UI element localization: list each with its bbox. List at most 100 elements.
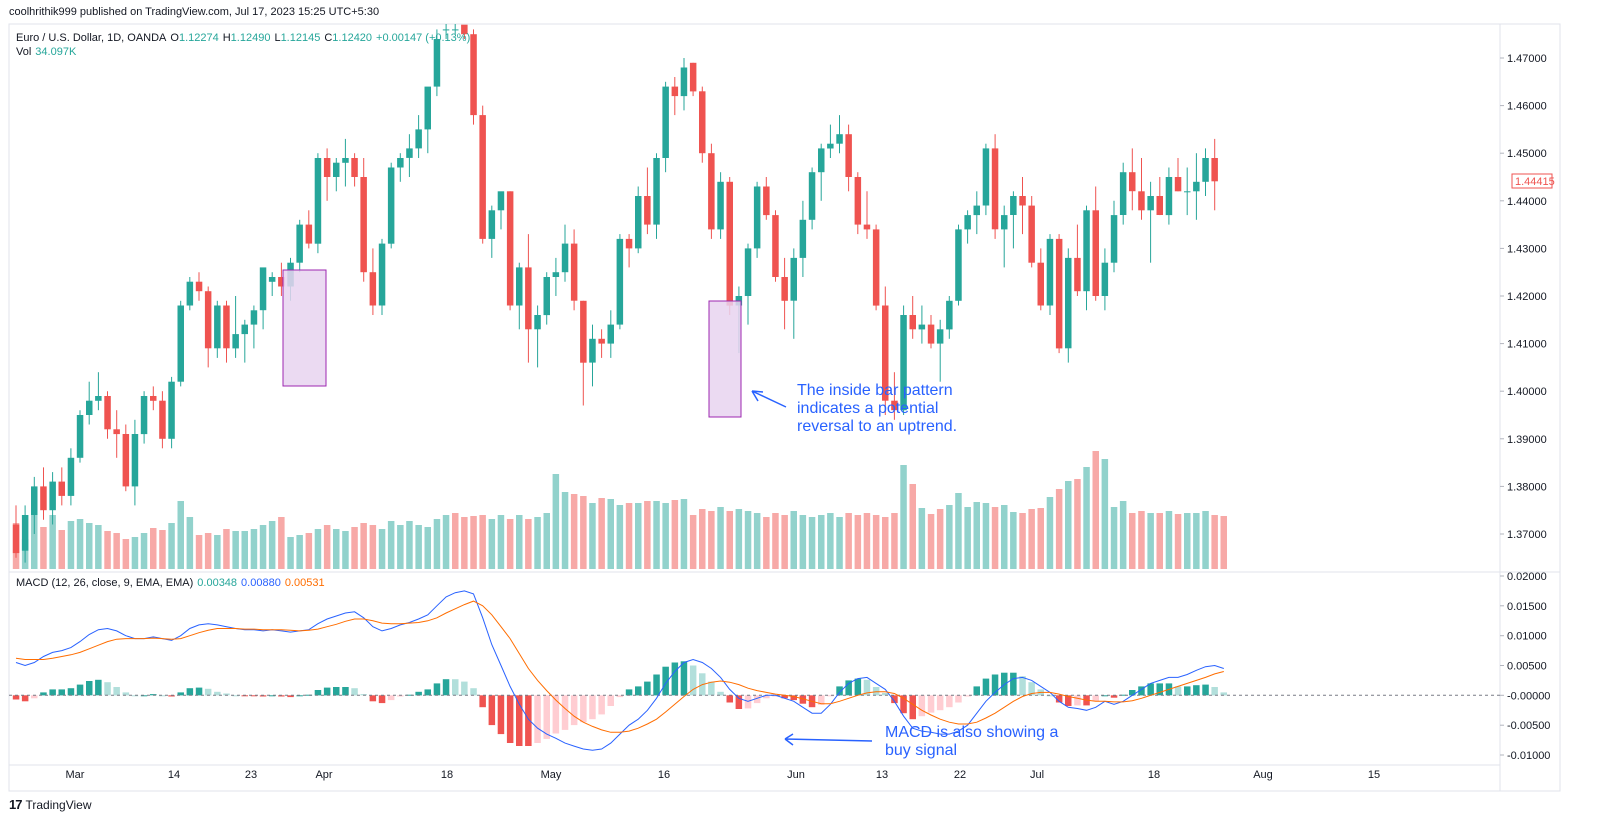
volume-bar — [159, 530, 166, 569]
volume-bar — [1019, 513, 1026, 569]
volume-bar — [241, 531, 248, 569]
macd-hist-bar — [305, 694, 313, 696]
macd-hist-bar — [1019, 676, 1026, 696]
volume-bar — [360, 523, 367, 569]
candle-body — [104, 396, 111, 430]
candle-body — [1202, 158, 1209, 182]
candle-body — [534, 315, 541, 330]
candle-body — [461, 24, 468, 35]
macd-hist-bar — [1110, 695, 1118, 698]
macd-hist-bar — [1092, 695, 1099, 702]
candle-body — [67, 457, 75, 496]
macd-hist-bar — [909, 695, 916, 720]
macd-hist-bar — [543, 695, 550, 739]
macd-hist-bar — [369, 695, 377, 702]
volume-bar — [543, 513, 550, 569]
volume-bar — [268, 521, 276, 569]
macd-hist-bar — [86, 681, 93, 696]
candle-body — [607, 324, 614, 344]
candle-body — [525, 267, 532, 330]
volume-bar — [589, 503, 596, 569]
volume-bar — [278, 517, 285, 569]
candle-body — [680, 67, 688, 97]
macd-hist-bar — [113, 687, 120, 696]
candle-body — [635, 196, 642, 249]
macd-hist-bar — [1129, 690, 1136, 696]
candle-body — [653, 158, 660, 225]
candle-body — [836, 134, 843, 144]
macd-hist-bar — [131, 695, 139, 697]
macd-hist-bar — [21, 695, 29, 702]
price-tick-label: 1.46000 — [1507, 101, 1547, 113]
macd-hist-bar — [790, 695, 797, 701]
candle-body — [1046, 238, 1054, 306]
volume-bar — [753, 513, 761, 569]
macd-hist-bar — [836, 686, 843, 696]
time-tick-label: 15 — [1368, 769, 1380, 781]
macd-hist-bar — [1211, 687, 1218, 696]
volume-bar — [351, 527, 358, 569]
candle-body — [488, 210, 496, 239]
candle-body — [259, 267, 267, 311]
time-tick-label: Jun — [787, 769, 805, 781]
volume-bar — [232, 531, 239, 569]
candle-body — [717, 181, 724, 230]
candle-body — [40, 486, 47, 511]
candle-body — [516, 267, 523, 306]
candlesticks — [12, 24, 1218, 563]
macd-hist-bar — [159, 695, 166, 697]
macd-hist-bar — [516, 695, 523, 746]
candle-body — [442, 29, 450, 31]
candle-body — [168, 381, 175, 439]
candle-body — [644, 196, 651, 225]
price-tick-label: 1.44000 — [1507, 196, 1547, 208]
candle-body — [808, 172, 816, 220]
volume-bar — [1119, 501, 1127, 569]
volume-bar — [699, 509, 706, 569]
candle-body — [113, 429, 120, 435]
candle-body — [1037, 262, 1044, 306]
tradingview-logo[interactable]: 17 TradingView — [9, 797, 92, 812]
macd-hist-bar — [323, 687, 331, 696]
volume-bar — [1147, 513, 1154, 569]
candle-body — [900, 315, 907, 411]
candle-body — [1001, 215, 1008, 230]
macd-tick-label: -0.00000 — [1507, 690, 1550, 702]
volume-bar — [488, 519, 496, 569]
macd-hist-bar — [936, 695, 944, 711]
time-tick-label: 22 — [954, 769, 966, 781]
time-tick-label: Apr — [315, 769, 332, 781]
candle-body — [433, 39, 441, 87]
macd-hist-bar — [744, 695, 752, 709]
macd-hist-bar — [598, 695, 605, 715]
candle-body — [1110, 215, 1118, 263]
volume-bar — [1193, 513, 1200, 569]
volume-bar — [323, 525, 331, 569]
inside-bar-highlight-2 — [708, 300, 742, 418]
volume-bar — [150, 528, 157, 569]
volume-bar — [177, 501, 184, 569]
macd-hist-bar — [763, 695, 770, 699]
macd-hist-bar — [561, 695, 569, 730]
candle-body — [598, 338, 605, 344]
candle-body — [1165, 177, 1173, 216]
time-tick-label: 14 — [168, 769, 180, 781]
candle-body — [552, 272, 560, 277]
macd-annotation-line-1: MACD is also showing a — [885, 724, 1059, 741]
volume-bar — [818, 515, 825, 569]
candle-body — [177, 305, 184, 382]
volume-bar — [1184, 513, 1191, 569]
volume-bar — [415, 525, 422, 569]
candle-body — [387, 167, 395, 244]
volume-bar — [799, 515, 807, 569]
candle-body — [891, 400, 898, 411]
macd-hist-bar — [195, 687, 203, 696]
macd-hist-bar — [1101, 695, 1109, 697]
volume-bar — [882, 517, 889, 569]
macd-hist-bar — [31, 695, 38, 699]
inside-bar-highlight-1 — [282, 269, 327, 387]
macd-hist-bar — [397, 695, 404, 697]
volume-bar — [424, 527, 431, 569]
candle-body — [497, 191, 505, 211]
